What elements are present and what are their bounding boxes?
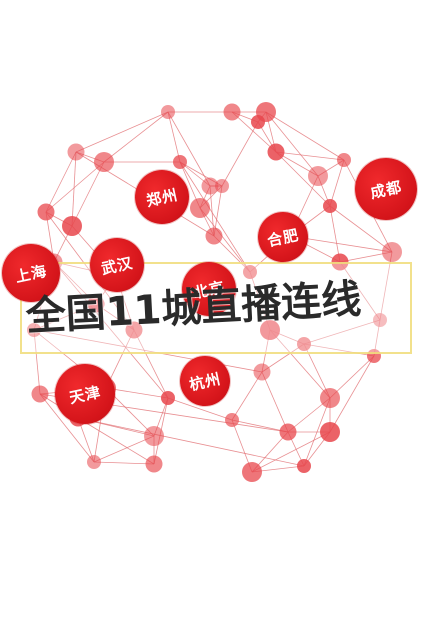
- network-node: [320, 422, 340, 442]
- network-node: [223, 103, 241, 121]
- network-node: [190, 198, 210, 218]
- network-edge: [179, 161, 251, 273]
- network-edge: [261, 371, 289, 433]
- network-edge: [329, 355, 375, 399]
- network-edge: [33, 329, 41, 395]
- network-node: [297, 459, 311, 473]
- network-edge: [329, 159, 345, 207]
- network-node: [173, 155, 187, 169]
- network-edge: [275, 151, 331, 207]
- network-edge: [105, 387, 169, 399]
- network-edge: [329, 355, 375, 433]
- network-node: [260, 320, 280, 340]
- network-node: [94, 152, 114, 172]
- network-edge: [275, 151, 345, 161]
- network-edge: [231, 111, 277, 153]
- network-edge: [167, 111, 211, 187]
- network-edge: [33, 303, 97, 331]
- network-edge: [93, 435, 155, 463]
- network-node: [253, 363, 271, 381]
- network-node: [87, 455, 101, 469]
- network-node: [31, 385, 49, 403]
- network-node: [243, 265, 257, 279]
- network-node: [320, 388, 340, 408]
- network-node: [161, 105, 175, 119]
- network-edge: [221, 121, 259, 187]
- network-edge: [77, 417, 155, 465]
- network-edge: [329, 205, 393, 253]
- network-edge: [167, 111, 181, 163]
- network-node: [215, 179, 229, 193]
- network-edge: [71, 161, 105, 227]
- network-edge: [251, 431, 331, 473]
- network-edge: [45, 151, 77, 213]
- network-node: [144, 426, 164, 446]
- network-edge: [339, 261, 381, 321]
- network-node: [279, 423, 297, 441]
- network-edge: [231, 419, 289, 433]
- network-edge: [249, 271, 271, 331]
- network-node: [67, 143, 85, 161]
- network-node: [125, 321, 143, 339]
- network-node: [297, 337, 311, 351]
- network-edge: [77, 417, 305, 467]
- network-edge: [303, 397, 331, 467]
- network-node: [205, 227, 223, 245]
- network-node: [337, 153, 351, 167]
- network-edge: [53, 261, 97, 305]
- network-edge: [167, 397, 233, 421]
- network-node: [37, 203, 55, 221]
- network-edge: [329, 205, 341, 263]
- network-edge: [103, 111, 169, 163]
- network-edge: [265, 111, 319, 177]
- network-edge: [133, 329, 169, 399]
- network-edge: [71, 151, 77, 227]
- network-node: [161, 391, 175, 405]
- network-node: [145, 455, 163, 473]
- network-node: [62, 216, 82, 236]
- network-edge: [39, 393, 95, 463]
- network-node: [308, 166, 328, 186]
- network-node: [87, 295, 105, 313]
- network-node: [225, 413, 239, 427]
- network-node: [251, 115, 265, 129]
- network-node: [267, 143, 285, 161]
- network-edge: [45, 161, 105, 213]
- network-edge: [53, 261, 169, 399]
- network-node: [27, 323, 41, 337]
- network-node: [373, 313, 387, 327]
- network-edge: [265, 111, 345, 161]
- network-edge: [75, 111, 169, 153]
- network-edge: [303, 343, 375, 357]
- network-node: [382, 242, 402, 262]
- network-node: [323, 199, 337, 213]
- network-node: [201, 177, 219, 195]
- network-edge: [303, 319, 381, 345]
- network-edge: [93, 461, 155, 465]
- network-edge: [199, 207, 251, 273]
- network-edge: [231, 371, 263, 421]
- network-node: [242, 462, 262, 482]
- network-edge: [269, 329, 331, 399]
